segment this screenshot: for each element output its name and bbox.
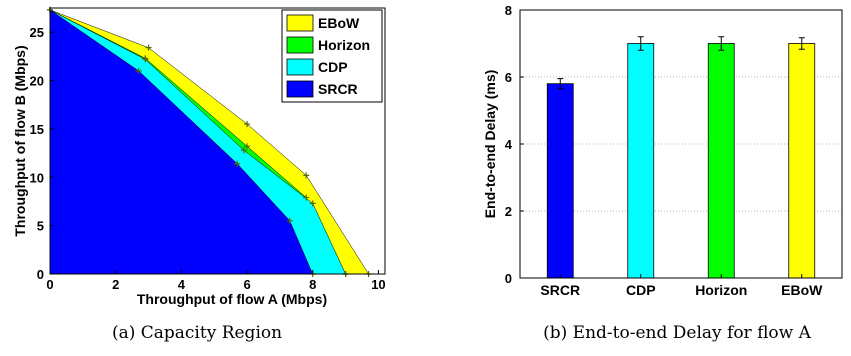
x-tick-label-cdp: CDP	[626, 282, 656, 298]
error-bar-cdp	[637, 36, 644, 51]
x-tick-label: 2	[112, 277, 119, 292]
caption-b: (b) End-to-end Delay for flow A	[543, 323, 811, 343]
x-axis-label-a: Throughput of flow A (Mbps)	[137, 291, 327, 307]
y-tick-label: 0	[505, 271, 512, 286]
marker-cdp	[142, 56, 149, 63]
error-bar-horizon	[718, 36, 725, 51]
legend-swatch-srcr	[286, 80, 314, 98]
y-tick-label: 4	[505, 137, 513, 152]
marker-cdp	[240, 147, 247, 154]
legend-swatch-horizon	[286, 36, 314, 54]
y-tick-label: 8	[505, 3, 512, 18]
bar-srcr	[546, 83, 574, 279]
y-tick-label: 6	[505, 70, 512, 85]
marker-srcr	[286, 217, 293, 224]
y-tick-label: 2	[505, 204, 512, 219]
y-tick-label: 0	[37, 267, 44, 282]
y-tick-label: 10	[30, 170, 44, 185]
x-tick-label: 8	[309, 277, 316, 292]
x-ticks-a: 0 2 4 6 8 10	[46, 270, 386, 292]
legend-label-ebow: EBoW	[318, 15, 360, 31]
legend-label-cdp: CDP	[318, 59, 348, 75]
x-tick-label: 10	[371, 277, 385, 292]
y-axis-label-b: End-to-end Delay (ms)	[482, 70, 498, 219]
y-tick-label: 5	[37, 219, 44, 234]
x-tick-label-ebow: EBoW	[781, 282, 823, 298]
y-tick-label: 25	[30, 25, 44, 40]
legend-entries: EBoW Horizon CDP SRCR	[286, 14, 370, 98]
error-bar-ebow	[798, 37, 805, 50]
x-tick-label: 4	[178, 277, 186, 292]
error-bars	[557, 36, 805, 90]
legend-swatch-cdp	[286, 58, 314, 76]
bar-ebow	[788, 43, 816, 279]
capacity-region-chart: 0 2 4 6 8 10 0 5 10 15 20 25 Throughput of flow A …	[12, 6, 386, 343]
x-tick-label: 0	[46, 277, 53, 292]
legend-swatch-ebow	[286, 14, 314, 32]
area-srcr	[49, 9, 314, 275]
marker-srcr	[234, 160, 241, 167]
x-tick-label: 6	[243, 277, 250, 292]
delay-bar-chart: 0 2 4 6 8 SRCR CDP Horizon EBoW End-to-end Dela…	[482, 3, 843, 343]
plot-frame-a	[49, 7, 386, 275]
y-axis-label-a: Throughput of flow B (Mbps)	[12, 45, 28, 236]
marker-cdp	[309, 200, 316, 207]
caption-a: (a) Capacity Region	[112, 323, 282, 343]
marker-horizon	[244, 143, 251, 150]
legend: EBoW Horizon CDP SRCR	[281, 9, 383, 103]
marker-ebow	[145, 44, 152, 51]
marker-ebow	[303, 172, 310, 179]
y-tick-label: 15	[30, 122, 44, 137]
marker-ebow	[244, 121, 251, 128]
capacity-areas	[49, 9, 370, 275]
marker-horizon	[303, 194, 310, 201]
marker-srcr	[135, 67, 142, 74]
y-ticks-b: 0 2 4 6 8	[505, 3, 524, 286]
x-ticks-b: SRCR CDP Horizon EBoW	[540, 274, 823, 298]
bar-horizon	[707, 43, 735, 279]
bars	[546, 43, 816, 279]
bar-cdp	[627, 43, 655, 279]
y-tick-label: 20	[30, 74, 44, 89]
legend-label-srcr: SRCR	[318, 81, 358, 97]
y-ticks-a: 0 5 10 15 20 25	[30, 25, 54, 282]
x-tick-label-srcr: SRCR	[540, 282, 580, 298]
legend-label-horizon: Horizon	[318, 37, 370, 53]
x-tick-label-horizon: Horizon	[695, 282, 747, 298]
error-bar-srcr	[557, 78, 564, 90]
